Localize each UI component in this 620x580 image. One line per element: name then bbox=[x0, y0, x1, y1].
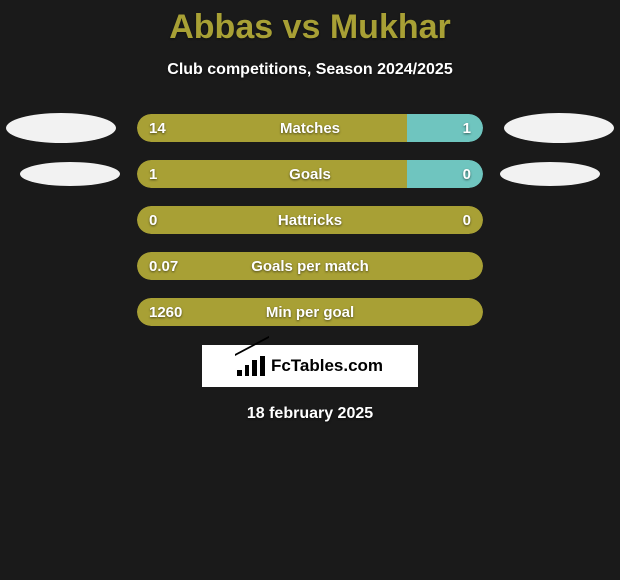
stat-bar: 141Matches bbox=[137, 114, 483, 142]
bar-seg-left bbox=[137, 252, 483, 280]
stat-bar: 10Goals bbox=[137, 160, 483, 188]
stat-row: 141Matches bbox=[0, 113, 620, 143]
bar-seg-left bbox=[137, 114, 407, 142]
date-text: 18 february 2025 bbox=[0, 405, 620, 423]
stat-row: 00Hattricks bbox=[0, 205, 620, 235]
bar-chart-icon bbox=[237, 356, 265, 376]
stat-bar: 00Hattricks bbox=[137, 206, 483, 234]
stat-bars: 141Matches 10Goals 00Hattricks 0.07Goals pe… bbox=[0, 113, 620, 327]
stat-bar: 1260Min per goal bbox=[137, 298, 483, 326]
logo-text: FcTables.com bbox=[271, 356, 383, 376]
subtitle: Club competitions, Season 2024/2025 bbox=[0, 61, 620, 79]
bar-seg-left bbox=[137, 160, 407, 188]
page-title: Abbas vs Mukhar bbox=[0, 0, 620, 47]
stat-row: 10Goals bbox=[0, 159, 620, 189]
bar-seg-left bbox=[137, 298, 483, 326]
stat-row: 0.07Goals per match bbox=[0, 251, 620, 281]
stat-bar: 0.07Goals per match bbox=[137, 252, 483, 280]
stat-row: 1260Min per goal bbox=[0, 297, 620, 327]
logo-box: FcTables.com bbox=[202, 345, 418, 387]
bar-seg-right bbox=[407, 160, 483, 188]
player-left-icon bbox=[20, 162, 120, 186]
player-right-icon bbox=[504, 113, 614, 143]
player-left-icon bbox=[6, 113, 116, 143]
player-right-icon bbox=[500, 162, 600, 186]
bar-seg-left bbox=[137, 206, 483, 234]
bar-seg-right bbox=[407, 114, 483, 142]
